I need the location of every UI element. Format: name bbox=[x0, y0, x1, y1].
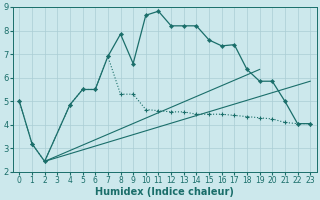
X-axis label: Humidex (Indice chaleur): Humidex (Indice chaleur) bbox=[95, 187, 234, 197]
